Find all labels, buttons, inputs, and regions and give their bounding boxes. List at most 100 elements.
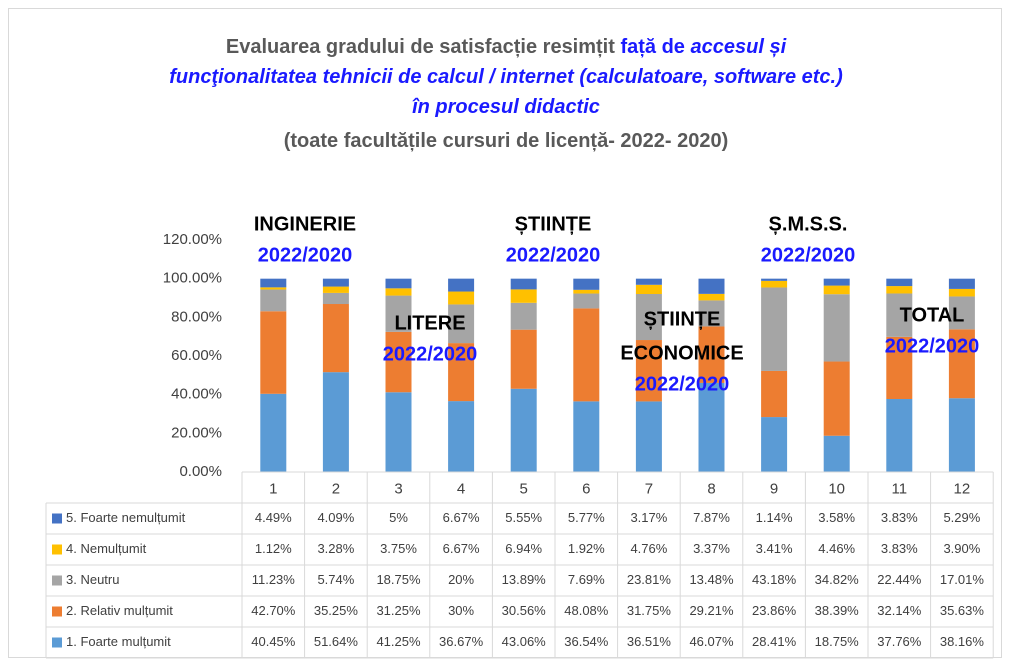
bar-segment bbox=[260, 311, 287, 394]
table-cell: 3.41% bbox=[756, 541, 793, 556]
bar-segment bbox=[573, 289, 600, 294]
bar-segment bbox=[886, 286, 913, 294]
bar-segment bbox=[886, 398, 913, 472]
table-cell: 20% bbox=[448, 572, 474, 587]
table-cell: 7.69% bbox=[568, 572, 605, 587]
table-cell: 5% bbox=[389, 510, 408, 525]
bar-segment bbox=[448, 401, 475, 472]
table-cell: 36.67% bbox=[439, 634, 484, 649]
table-cell: 1.92% bbox=[568, 541, 605, 556]
bar-segment bbox=[448, 343, 475, 402]
table-cell: 23.81% bbox=[627, 572, 672, 587]
legend-label: 2. Relativ mulțumit bbox=[66, 603, 173, 618]
annotation: ȘTIINȚE bbox=[644, 308, 721, 330]
table-cell: 13.48% bbox=[689, 572, 734, 587]
table-cell: 6.94% bbox=[505, 541, 542, 556]
table-cell: 29.21% bbox=[689, 603, 734, 618]
table-cell: 43.06% bbox=[502, 634, 547, 649]
y-tick-label: 20.00% bbox=[171, 424, 222, 441]
legend-label: 3. Neutru bbox=[66, 572, 119, 587]
annotation-period: 2022/2020 bbox=[885, 335, 980, 357]
bar-segment bbox=[698, 382, 725, 472]
chart-subtitle: (toate facultățile cursuri de licență- 2… bbox=[283, 130, 729, 152]
table-cell: 34.82% bbox=[815, 572, 860, 587]
bar-segment bbox=[698, 326, 725, 383]
legend-swatch bbox=[52, 575, 62, 586]
bar-segment bbox=[385, 392, 412, 472]
annotation-period: 2022/2020 bbox=[635, 373, 730, 395]
bar-segment bbox=[948, 296, 975, 330]
bar-segment bbox=[635, 401, 662, 472]
bar-segment bbox=[510, 329, 537, 389]
annotation: INGINERIE bbox=[254, 213, 356, 235]
table-cell: 35.25% bbox=[314, 603, 359, 618]
annotation: Ș.M.S.S. bbox=[769, 213, 848, 235]
annotation-period: 2022/2020 bbox=[761, 244, 856, 266]
legend-swatch bbox=[52, 637, 62, 648]
bar-segment bbox=[761, 417, 788, 472]
bar-segment bbox=[385, 295, 412, 332]
annotation-period: 2022/2020 bbox=[383, 343, 478, 365]
y-tick-label: 40.00% bbox=[171, 386, 222, 403]
table-cell: 3.83% bbox=[881, 510, 918, 525]
bar-segment bbox=[635, 284, 662, 294]
table-cell: 38.39% bbox=[815, 603, 860, 618]
bar-segment bbox=[260, 289, 287, 312]
bar-segment bbox=[385, 278, 412, 289]
title-highlight: față de bbox=[620, 36, 685, 58]
bar-segment bbox=[448, 291, 475, 305]
x-tick-label: 7 bbox=[645, 480, 653, 497]
title-main: Evaluarea gradului de satisfacție resimț… bbox=[225, 36, 615, 58]
table-cell: 31.75% bbox=[627, 603, 672, 618]
table-cell: 48.08% bbox=[564, 603, 609, 618]
bar-segment bbox=[886, 336, 913, 399]
bar-segment bbox=[510, 388, 537, 472]
bar-segment bbox=[260, 287, 287, 290]
table-cell: 4.46% bbox=[818, 541, 855, 556]
bar-segment bbox=[385, 331, 412, 393]
bar-segment bbox=[698, 278, 725, 294]
table-cell: 36.54% bbox=[564, 634, 609, 649]
bar-segment bbox=[260, 278, 287, 288]
bar-segment bbox=[761, 280, 788, 288]
table-cell: 3.17% bbox=[630, 510, 667, 525]
table-cell: 18.75% bbox=[376, 572, 421, 587]
table-cell: 32.14% bbox=[877, 603, 922, 618]
legend-label: 4. Nemulțumit bbox=[66, 541, 147, 556]
title-italic: accesul și bbox=[690, 36, 787, 58]
bar-segment bbox=[385, 288, 412, 296]
y-tick-label: 80.00% bbox=[171, 308, 222, 325]
table-cell: 17.01% bbox=[940, 572, 985, 587]
table-cell: 43.18% bbox=[752, 572, 797, 587]
bar-segment bbox=[948, 398, 975, 472]
bar-segment bbox=[698, 300, 725, 327]
bar-segment bbox=[510, 302, 537, 330]
annotation: TOTAL bbox=[900, 304, 965, 326]
table-cell: 13.89% bbox=[502, 572, 547, 587]
x-tick-label: 9 bbox=[770, 480, 778, 497]
table-cell: 4.76% bbox=[630, 541, 667, 556]
bar-segment bbox=[886, 293, 913, 337]
table-cell: 5.77% bbox=[568, 510, 605, 525]
table-cell: 51.64% bbox=[314, 634, 359, 649]
table-cell: 6.67% bbox=[443, 541, 480, 556]
y-tick-label: 120.00% bbox=[163, 231, 222, 248]
bar-segment bbox=[573, 293, 600, 309]
bar-segment bbox=[823, 278, 850, 286]
bar-segment bbox=[761, 278, 788, 281]
table-cell: 28.41% bbox=[752, 634, 797, 649]
bar-segment bbox=[635, 278, 662, 285]
table-cell: 42.70% bbox=[251, 603, 296, 618]
bar-segment bbox=[948, 278, 975, 289]
bar-segment bbox=[573, 308, 600, 402]
table-cell: 3.58% bbox=[818, 510, 855, 525]
table-cell: 11.23% bbox=[252, 572, 296, 587]
bar-segment bbox=[322, 286, 349, 293]
bar-segment bbox=[823, 294, 850, 362]
bar-segment bbox=[635, 340, 662, 402]
annotation-period: 2022/2020 bbox=[258, 244, 353, 266]
y-tick-label: 60.00% bbox=[171, 347, 222, 364]
x-tick-label: 12 bbox=[954, 480, 971, 497]
